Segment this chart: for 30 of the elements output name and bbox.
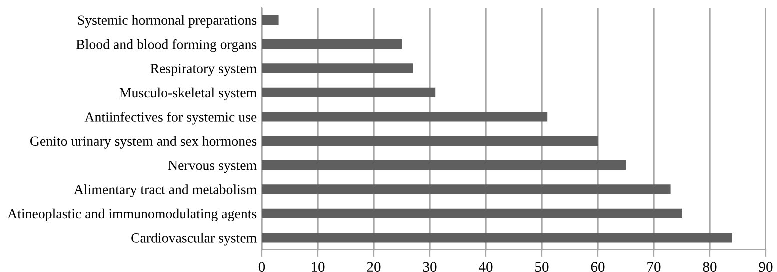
x-tick-label: 20 (367, 262, 381, 272)
y-tick-label: Systemic hormonal preparations (78, 15, 257, 28)
y-tick-label: Antiinfectives for systemic use (84, 112, 257, 125)
x-tick-label: 10 (312, 262, 325, 272)
y-tick-label: Respiratory system (150, 64, 257, 76)
x-tick-label: 70 (648, 262, 661, 272)
y-tick-label: Cardiovascular system (132, 233, 257, 246)
y-tick-label: Atineoplastic and immunomodulating agents (8, 208, 257, 222)
x-tick-label: 90 (759, 262, 773, 272)
y-tick-label: Musculo-skeletal system (120, 88, 257, 101)
x-tick-label: 30 (423, 262, 437, 272)
bar (262, 208, 682, 219)
y-tick-label: Nervous system (168, 161, 257, 174)
bar (262, 160, 626, 170)
y-tick-label: Blood and blood forming organs (76, 39, 257, 52)
x-tick-label: 50 (536, 262, 549, 272)
bar (262, 88, 436, 98)
x-tick-label: 0 (258, 262, 266, 272)
x-tick-label: 40 (478, 262, 493, 272)
bar (262, 136, 598, 146)
bar (262, 64, 414, 74)
y-tick-label: Alimentary tract and metabolism (74, 184, 257, 198)
bar (262, 233, 732, 243)
bar (262, 112, 548, 122)
x-tick-label: 80 (703, 262, 717, 272)
bar (262, 15, 279, 25)
bar (262, 39, 402, 50)
x-tick-label: 60 (591, 262, 605, 272)
y-tick-label: Genito urinary system and sex hormones (30, 136, 257, 149)
bar (262, 184, 671, 194)
